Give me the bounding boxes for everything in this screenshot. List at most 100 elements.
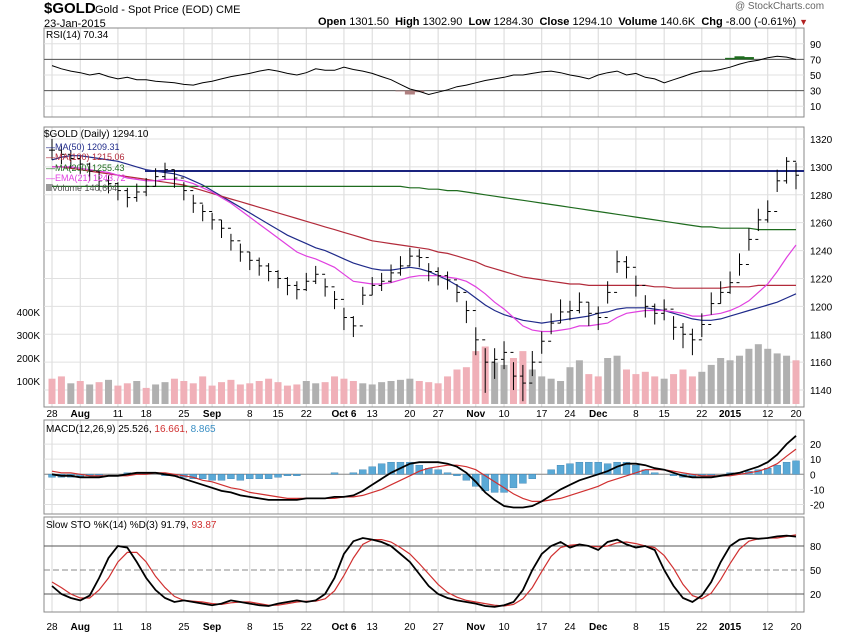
macd-histogram-bar (519, 474, 527, 484)
macd-histogram-bar (669, 474, 678, 476)
macd-tick-label: 20 (810, 440, 822, 451)
price-tick-label: 1180 (810, 330, 832, 341)
x-tick-label: 11 (113, 622, 124, 633)
volume-bar (764, 348, 772, 404)
volume-bar (283, 385, 291, 404)
x-tick-label: 24 (564, 409, 576, 420)
macd-histogram-bar (585, 461, 593, 475)
volume-bar (189, 383, 197, 404)
rsi-tick-label: 30 (810, 87, 822, 98)
macd-histogram-bar (198, 474, 207, 479)
sto-legend: Slow STO %K(14) %D(3) 91.79, 93.87 (46, 520, 216, 531)
x-tick-label: 13 (367, 622, 379, 633)
macd-histogram-bar (283, 474, 292, 476)
x-tick-label: 2015 (719, 409, 742, 420)
legend-ma50-name: MA(50) (55, 142, 85, 152)
volume-bar (538, 376, 546, 404)
volume-bar (95, 382, 103, 404)
macd-legend: MACD(12,26,9) 25.526, 16.661, 8.865 (46, 424, 216, 435)
volume-bar (349, 381, 357, 404)
macd-histogram-bar (509, 474, 518, 489)
chart-date: 23-Jan-2015 (44, 18, 106, 30)
volume-value: 140.6K (660, 16, 696, 28)
x-tick-label: 8 (247, 622, 253, 633)
price-tick-label: 1160 (810, 358, 832, 369)
x-tick-label: 28 (46, 409, 58, 420)
exchange-text: CME (216, 4, 241, 16)
axis-layer: 1030507090114011601180120012201240126012… (17, 40, 833, 633)
volume-bar (76, 381, 84, 404)
volume-bar (368, 384, 376, 404)
macd-histogram-bar (227, 474, 235, 479)
volume-bar (528, 369, 536, 404)
volume-tick-label: 200K (17, 354, 41, 365)
x-tick-label: 28 (46, 622, 58, 633)
macd-tick-label: 10 (810, 455, 822, 466)
legend-volume-name: Volume (52, 183, 83, 194)
volume-bar (208, 385, 216, 404)
x-tick-label: 11 (113, 409, 124, 420)
sto-tick-label: 80 (810, 542, 822, 553)
chg-label: Chg (701, 16, 723, 28)
x-tick-label: 27 (433, 622, 445, 633)
macd-tick-label: -20 (810, 500, 825, 511)
volume-bar (472, 351, 480, 404)
macd-histogram-bar (481, 474, 489, 492)
ohlc-summary: Open 1301.50 High 1302.90 Low 1284.30 Cl… (318, 16, 808, 28)
volume-bar (792, 360, 800, 404)
volume-bar (632, 374, 640, 404)
low-label: Low (468, 16, 491, 28)
x-tick-label: 22 (696, 622, 708, 633)
volume-bar (255, 381, 263, 404)
price-legend-title: $GOLD (Daily) 1294.10 (44, 129, 149, 140)
sto-tick-label: 20 (810, 590, 822, 601)
volume-bar (387, 381, 395, 404)
x-tick-label: Sep (203, 409, 221, 420)
volume-bar (359, 383, 367, 404)
volume-bar (199, 376, 207, 404)
volume-label: Volume (618, 16, 658, 28)
price-tick-label: 1320 (810, 135, 833, 146)
price-frame (43, 126, 805, 408)
sto-tick-label: 50 (810, 566, 822, 577)
volume-bar (575, 360, 583, 404)
volume-bar (783, 355, 791, 404)
macd-histogram-bar (782, 461, 791, 475)
close-label: Close (539, 16, 570, 28)
rsi-panel (44, 55, 804, 96)
macd-histogram-bar (434, 469, 442, 475)
x-tick-label: 12 (762, 622, 774, 633)
stockcharts-credit: @ StockCharts.com (735, 1, 825, 12)
volume-bar (123, 383, 131, 404)
volume-bar (378, 382, 386, 404)
volume-bar (57, 376, 65, 404)
volume-bar (161, 382, 169, 404)
x-tick-label: Oct 6 (331, 409, 356, 420)
macd-histogram-bar (274, 474, 282, 478)
open-label: Open (318, 16, 347, 28)
macd-tick-label: 0 (810, 470, 816, 481)
k-label: Slow STO %K(14) %D(3) 91.79, (46, 520, 189, 531)
macd-histogram-bar (773, 465, 781, 475)
volume-bar (641, 371, 649, 404)
volume-bar (152, 384, 160, 404)
volume-bar (142, 387, 150, 404)
x-tick-label: 18 (141, 409, 153, 420)
rsi-title: RSI(14) 70.34 (46, 30, 109, 41)
ema21-line (52, 166, 797, 333)
price-tick-label: 1300 (810, 163, 833, 174)
price-panel (48, 138, 804, 404)
macd-histogram-bar (490, 474, 499, 493)
volume-bar (415, 381, 423, 404)
volume-bar (717, 358, 725, 404)
price-title: $GOLD (Daily) 1294.10 (44, 129, 149, 140)
x-tick-label: 17 (536, 409, 548, 420)
signal-label: 16.661, (154, 424, 188, 435)
x-tick-label: Dec (589, 409, 608, 420)
volume-bar (726, 360, 734, 404)
close-value: 1294.10 (572, 16, 613, 28)
x-tick-label: 22 (301, 409, 313, 420)
macd-histogram-bar (792, 460, 800, 475)
rsi-overbought-fill (725, 57, 736, 60)
ma100-line (52, 166, 796, 289)
